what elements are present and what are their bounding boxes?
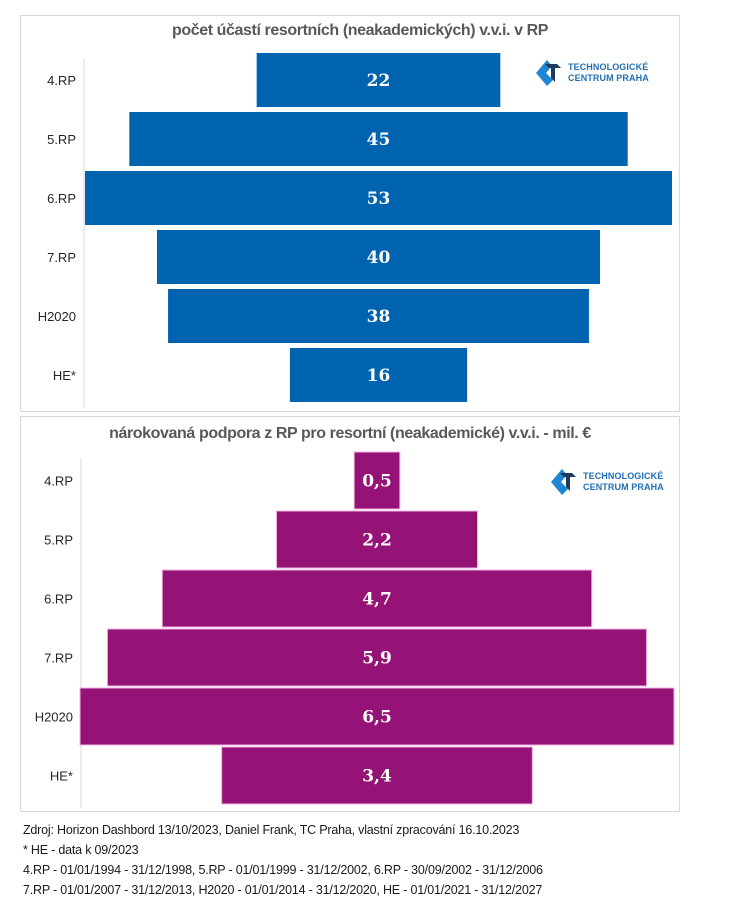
source-note: Zdroj: Horizon Dashbord 13/10/2023, Dani… — [23, 823, 520, 837]
period-note-2: 7.RP - 01/01/2007 - 31/12/2013, H2020 - … — [23, 883, 543, 897]
bar-chart-participations: 4.RP 22 5.RP 45 6.RP 53 7.RP 40 H2020 38 HE* 16 — [38, 53, 672, 408]
category-label: 6.RP — [44, 592, 73, 607]
category-label: 7.RP — [47, 250, 76, 265]
value-label: 3,4 — [362, 767, 392, 787]
bar-7rp — [156, 230, 601, 284]
he-note: * HE - data k 09/2023 — [23, 843, 139, 857]
category-label: 5.RP — [47, 132, 76, 147]
chart-panel-funding: nárokovaná podpora z RP pro resortní (ne… — [20, 416, 680, 812]
bar-6rp — [85, 171, 672, 225]
value-label: 38 — [367, 307, 391, 327]
value-label: 4,7 — [362, 590, 392, 610]
logo-line-1: TECHNOLOGICKÉ — [568, 62, 649, 72]
bar-4rp — [256, 53, 501, 107]
period-note-1: 4.RP - 01/01/1994 - 31/12/1998, 5.RP - 0… — [23, 863, 543, 877]
logo-text: TECHNOLOGICKÉ CENTRUM PRAHA — [568, 62, 649, 84]
bar-h2020 — [79, 687, 675, 746]
bar-6rp — [161, 569, 593, 628]
value-label: 53 — [367, 189, 391, 209]
bar-5rp — [129, 112, 628, 166]
category-label: HE* — [53, 368, 76, 383]
value-label: 45 — [367, 130, 391, 150]
value-label: 5,9 — [362, 649, 392, 669]
value-label: 6,5 — [362, 708, 392, 728]
chart-title: počet účastí resortních (neakademických)… — [171, 22, 549, 39]
category-label: H2020 — [38, 309, 76, 324]
value-label: 40 — [367, 248, 391, 268]
bar-he — [221, 746, 533, 805]
tc-praha-logo-icon — [551, 469, 576, 495]
tc-praha-logo: TECHNOLOGICKÉ CENTRUM PRAHA — [535, 58, 649, 88]
bar-chart-funding: 4.RP 0,5 5.RP 2,2 6.RP 4,7 7.RP 5,9 H2020 6,5 HE* 3… — [35, 451, 675, 809]
footnotes: Zdroj: Horizon Dashbord 13/10/2023, Dani… — [23, 820, 733, 900]
tc-praha-logo-icon — [536, 60, 561, 86]
category-label: HE* — [50, 769, 73, 784]
value-label: 22 — [367, 71, 391, 91]
logo-line-2: CENTRUM PRAHA — [583, 482, 664, 492]
category-label: 4.RP — [47, 73, 76, 88]
bar-h2020 — [168, 289, 589, 343]
logo-line-1: TECHNOLOGICKÉ — [583, 471, 664, 481]
category-label: 7.RP — [44, 651, 73, 666]
bar-7rp — [106, 628, 648, 687]
value-label: 0,5 — [362, 472, 392, 492]
category-label: H2020 — [35, 710, 73, 725]
logo-text: TECHNOLOGICKÉ CENTRUM PRAHA — [583, 471, 664, 493]
category-label: 6.RP — [47, 191, 76, 206]
bar-5rp — [275, 510, 479, 569]
logo-line-2: CENTRUM PRAHA — [568, 73, 649, 83]
category-label: 5.RP — [44, 533, 73, 548]
value-label: 2,2 — [362, 531, 392, 551]
value-label: 16 — [367, 366, 391, 386]
category-label: 4.RP — [44, 474, 73, 489]
bar-he — [289, 348, 468, 402]
bar-4rp — [353, 451, 401, 510]
chart-title: nárokovaná podpora z RP pro resortní (ne… — [109, 425, 591, 442]
chart-panel-participations: počet účastí resortních (neakademických)… — [20, 15, 680, 412]
tc-praha-logo: TECHNOLOGICKÉ CENTRUM PRAHA — [550, 467, 664, 497]
